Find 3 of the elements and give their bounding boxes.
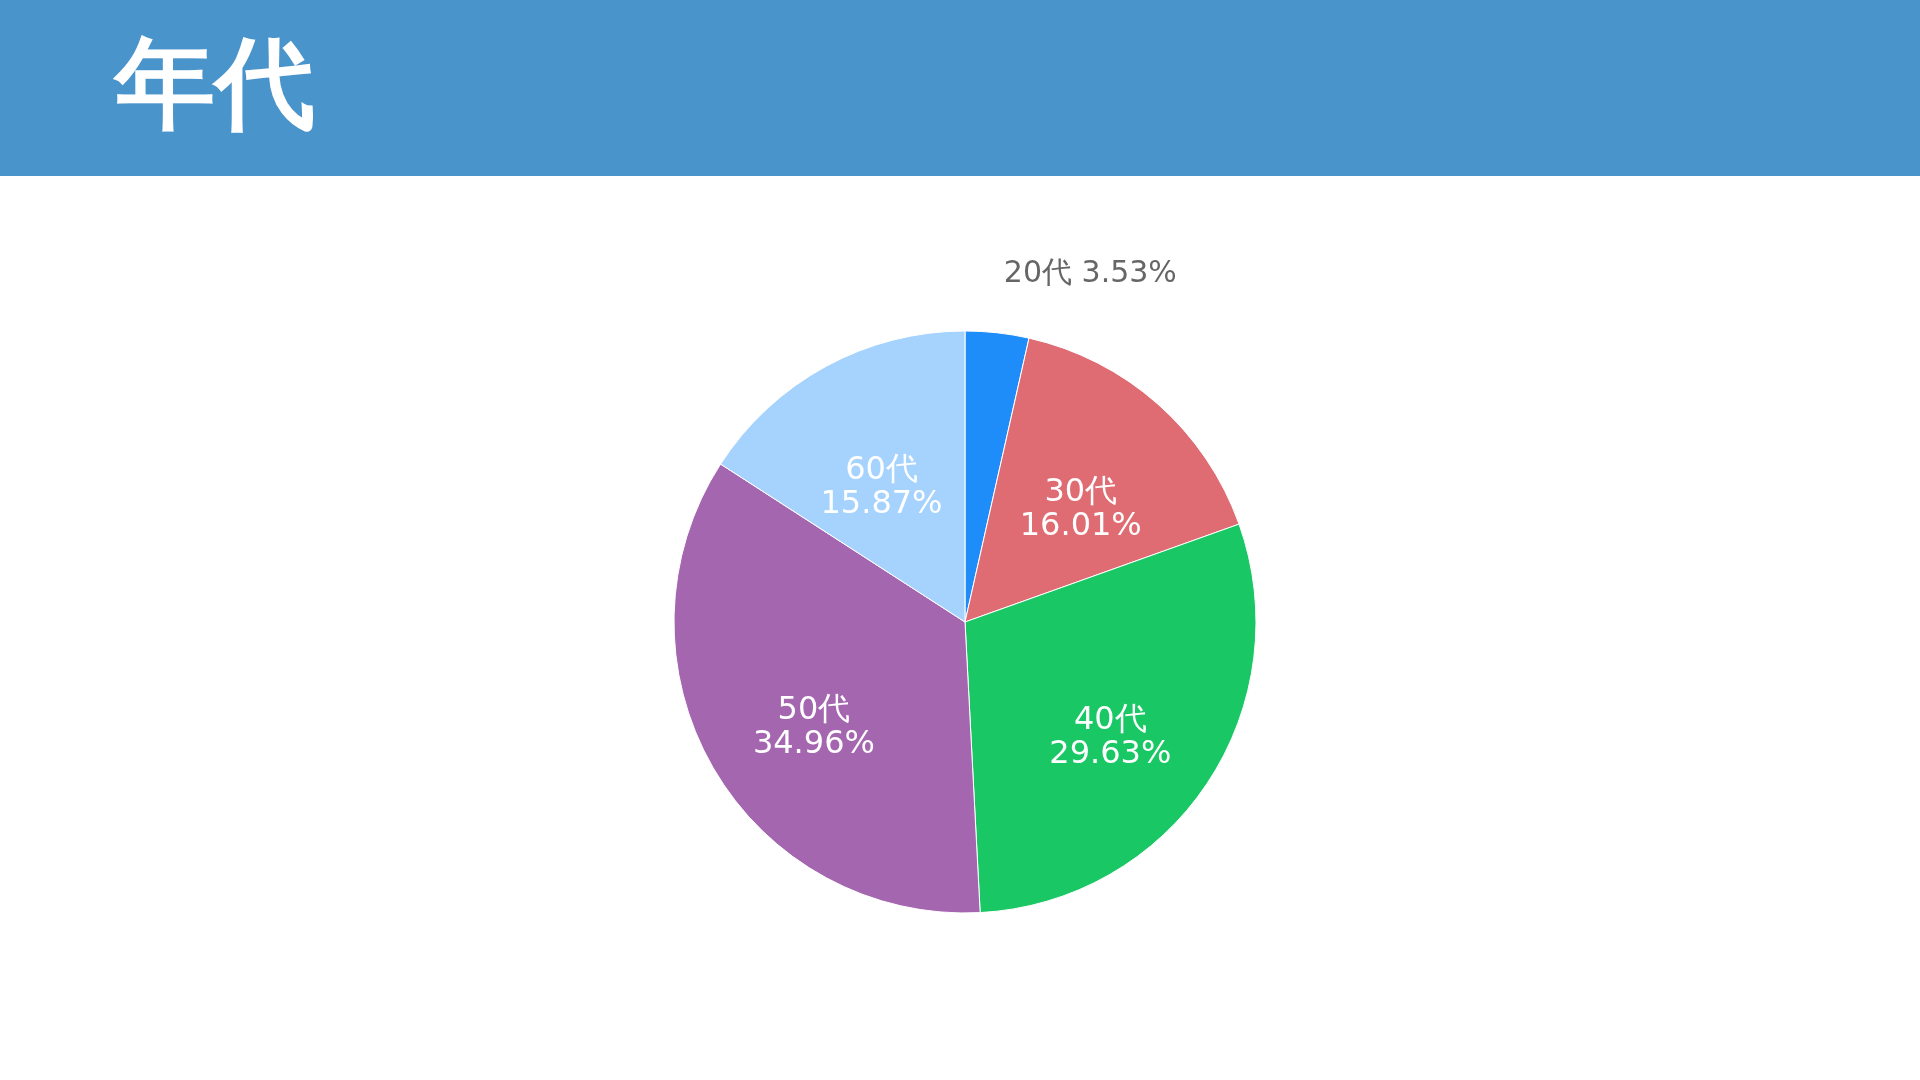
chart-title: 年代 (112, 25, 315, 142)
slice-label: 40代 (1073, 698, 1147, 737)
slice-label: 20代 3.53% (1003, 254, 1177, 290)
